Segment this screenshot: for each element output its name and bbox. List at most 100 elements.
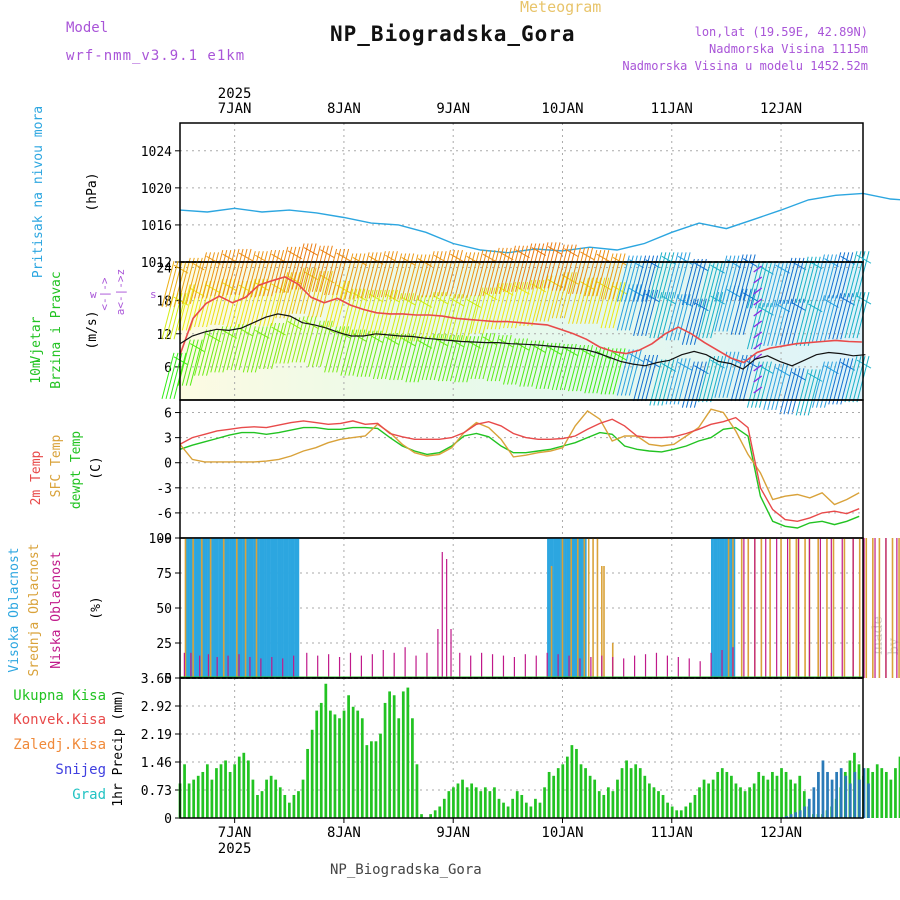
wind-barb-shaft — [417, 336, 431, 383]
wind-barb-shaft — [555, 272, 569, 319]
wind-barb-shaft — [324, 248, 338, 296]
rain-bar — [611, 791, 615, 818]
wind-barb-shaft — [275, 272, 289, 319]
rain-bar — [871, 771, 875, 818]
wind-barb — [568, 344, 595, 392]
wind-barb-shaft — [189, 339, 203, 386]
precip-legend-1: Konvek.Kisa — [13, 712, 106, 728]
wind-barb-shaft — [319, 245, 333, 292]
wind-ylabel: (m/s) — [85, 310, 100, 349]
wind-barb-shaft — [303, 316, 317, 363]
wind-barb-shaft — [783, 368, 797, 415]
wind-barb-shaft — [507, 282, 520, 329]
year-label-bottom: 2025 — [218, 841, 252, 857]
rain-bar — [256, 794, 259, 818]
wind-barb-shaft — [470, 332, 484, 380]
wind-barb-shaft — [519, 340, 533, 387]
wind-barb-shaft — [645, 255, 659, 302]
wind-barb-shaft — [584, 250, 598, 297]
wind-barb-shaft — [600, 253, 614, 300]
rain-bar — [374, 741, 378, 818]
wind-barb-flag — [629, 353, 644, 362]
wind-barb-shaft — [222, 250, 236, 297]
wind-barb-flag — [677, 361, 693, 371]
snow-bar — [858, 779, 861, 818]
pressure-ylabel: (hPa) — [85, 172, 100, 211]
rain-bar — [301, 779, 305, 818]
wind-barb-shaft — [474, 250, 488, 297]
wind-barb-shaft — [181, 339, 195, 386]
wind-barb — [242, 326, 270, 373]
wind-barb-flag — [759, 306, 774, 316]
wind-barb — [486, 247, 514, 295]
wind-barb-flag — [791, 302, 807, 312]
wind-legend-ew: <-|-> — [98, 277, 111, 310]
mid-cloud-label: Srednja Oblacnost — [27, 543, 42, 676]
wind-barb-shaft — [531, 279, 545, 327]
wind-barb-shaft — [616, 255, 630, 302]
wind-barb-shaft — [254, 251, 268, 298]
rain-bar — [438, 806, 442, 818]
wind-barb-flag — [791, 371, 807, 381]
wind-barb-shaft — [767, 299, 781, 346]
wind-barb-shaft — [523, 340, 537, 387]
wind-barb-flag — [482, 253, 498, 263]
wind-barb-shaft — [503, 245, 516, 292]
wind-barb-shaft — [360, 289, 374, 337]
wind-barb-shaft — [702, 356, 716, 403]
wind-barb — [519, 340, 547, 387]
wind-barb-shaft — [775, 363, 789, 410]
wind-barb-shaft — [596, 277, 610, 324]
wind-barb-flag — [824, 298, 839, 308]
wind-barb — [291, 267, 319, 314]
y-tick-label: 2.19 — [141, 728, 172, 743]
wind-barb-flag — [222, 282, 238, 292]
chart-subtitle: Meteogram — [520, 0, 602, 16]
rain-bar — [561, 764, 565, 818]
rain-bar — [251, 779, 255, 818]
wind-barb-shaft — [198, 329, 212, 376]
rain-bar — [292, 794, 296, 818]
wind-barb-shaft — [515, 338, 528, 385]
wind-barb — [714, 255, 742, 302]
wind-barb-shaft — [490, 247, 504, 295]
rain-bar — [666, 802, 669, 818]
rain-bar — [529, 806, 533, 818]
wind-barb-shaft — [458, 336, 472, 383]
rain-bar — [584, 768, 587, 818]
rain-bar — [602, 794, 606, 818]
wind-barb-shaft — [637, 289, 651, 337]
rain-bar — [620, 768, 624, 818]
wind-barb-shaft — [259, 322, 273, 370]
rain-bar — [205, 764, 209, 818]
wind-barb-shaft — [466, 295, 480, 342]
wind-barb-shaft — [328, 248, 342, 296]
wind-barb-shaft — [677, 294, 691, 341]
wind-barb-shaft — [523, 243, 537, 290]
wind-barb-shaft — [344, 253, 358, 300]
rain-bar — [648, 783, 651, 818]
rain-bar — [511, 798, 515, 818]
wind-direction-marker — [753, 298, 763, 306]
wind-barb-flag — [564, 347, 579, 357]
rain-bar — [698, 787, 701, 818]
wind-barb — [194, 329, 221, 376]
rain-bar — [401, 691, 405, 818]
wind-barb-shaft — [449, 294, 463, 341]
wind-barb-shaft — [588, 250, 602, 297]
wind-barb-shaft — [795, 256, 809, 303]
rain-bar — [789, 779, 793, 818]
rain-bar — [693, 794, 697, 818]
wind-barb-flag — [759, 265, 774, 275]
wind-barb-shaft — [161, 261, 175, 308]
wind-barb-flag — [206, 284, 221, 294]
rain-bar — [365, 745, 369, 818]
precip-legend-4: Grad — [72, 787, 106, 803]
snow-bar — [821, 760, 825, 818]
wind-barb-shaft — [372, 332, 386, 380]
wind-barb — [535, 342, 563, 390]
wind-barb — [551, 272, 579, 319]
wind-barb — [324, 248, 351, 296]
wind-barb-shaft — [799, 369, 813, 416]
wind-barb-shaft — [604, 348, 618, 395]
